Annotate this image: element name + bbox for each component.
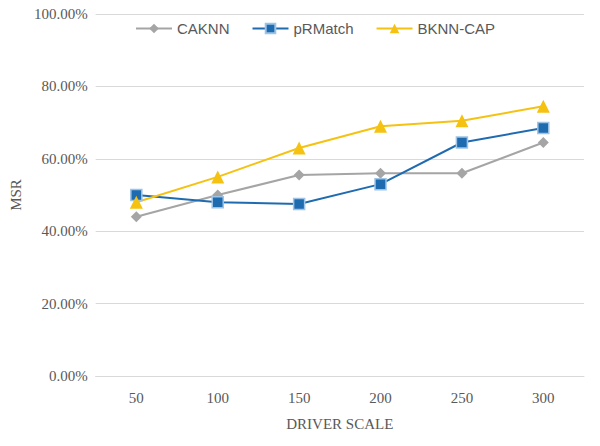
svg-text:50: 50 [129, 390, 144, 406]
svg-text:150: 150 [288, 390, 311, 406]
svg-text:pRMatch: pRMatch [294, 20, 354, 37]
svg-text:200: 200 [369, 390, 392, 406]
svg-text:60.00%: 60.00% [41, 151, 87, 167]
svg-text:100: 100 [206, 390, 229, 406]
svg-text:0.00%: 0.00% [49, 368, 88, 384]
svg-text:40.00%: 40.00% [41, 223, 87, 239]
svg-text:80.00%: 80.00% [41, 78, 87, 94]
svg-text:BKNN-CAP: BKNN-CAP [418, 20, 496, 37]
svg-text:250: 250 [451, 390, 474, 406]
svg-text:MSR: MSR [8, 179, 24, 211]
svg-text:DRIVER SCALE: DRIVER SCALE [286, 416, 393, 432]
svg-text:100.00%: 100.00% [34, 6, 88, 22]
svg-text:20.00%: 20.00% [41, 296, 87, 312]
svg-text:300: 300 [532, 390, 555, 406]
svg-text:CAKNN: CAKNN [177, 20, 230, 37]
